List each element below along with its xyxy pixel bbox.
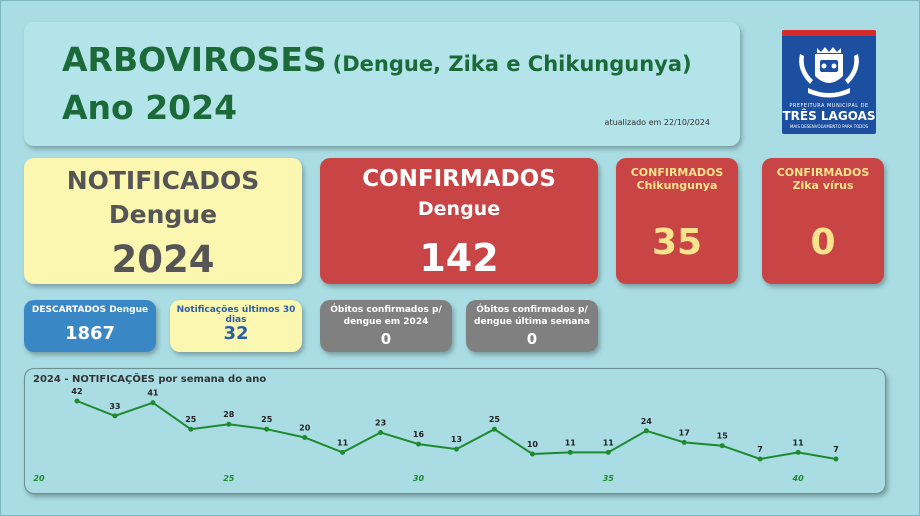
data-point — [454, 446, 459, 452]
data-point — [681, 439, 687, 445]
x-tick-label: 35 — [603, 474, 615, 483]
obitos-semana-label: Óbitos confirmados p/dengue última seman… — [466, 304, 598, 328]
updated-timestamp: atualizado em 22/10/2024 — [604, 118, 710, 127]
data-label: 33 — [109, 402, 120, 411]
confirmados-title: CONFIRMADOS — [362, 166, 556, 192]
obitos2024-label-line1: Óbitos confirmados p/ — [330, 305, 442, 315]
data-label: 42 — [71, 387, 82, 396]
year-heading: Ano 2024 — [62, 88, 238, 127]
obitos2024-label-line2: dengue em 2024 — [343, 317, 429, 327]
data-label: 41 — [147, 389, 159, 398]
notif30-value: 32 — [223, 323, 249, 344]
confirmados-value: 142 — [419, 236, 499, 280]
card-notificacoes-30-dias: Notificações últimos 30 dias 32 — [170, 300, 302, 352]
crest-icon — [799, 47, 859, 98]
data-point — [605, 449, 611, 455]
data-label: 7 — [833, 445, 839, 454]
zika-subtitle: Zika vírus — [792, 179, 854, 192]
x-tick-label: 20 — [33, 474, 45, 483]
chart-title: 2024 - NOTIFICAÇÕES por semana do ano — [33, 374, 267, 385]
data-point — [150, 400, 156, 406]
data-point — [416, 441, 421, 447]
data-label: 7 — [757, 445, 763, 454]
card-notificados: NOTIFICADOS Dengue 2024 — [24, 158, 302, 284]
notif30-label: Notificações últimos 30 dias — [176, 305, 296, 325]
descartados-label: DESCARTADOS Dengue — [31, 305, 149, 315]
chikungunya-value: 35 — [651, 222, 703, 263]
data-point — [226, 421, 232, 427]
data-label: 28 — [223, 410, 235, 419]
notificados-title: NOTIFICADOS — [66, 166, 260, 195]
data-point — [378, 430, 384, 435]
data-point — [757, 456, 763, 462]
data-point — [833, 456, 839, 462]
obitos-semana-label-line2: dengue última semana — [474, 317, 590, 327]
title-main: ARBOVIROSES — [62, 40, 327, 79]
data-point — [795, 449, 801, 455]
data-label: 13 — [451, 435, 462, 444]
logo-red-stripe — [782, 30, 876, 36]
data-point — [112, 413, 118, 419]
data-label: 24 — [641, 417, 653, 426]
card-obitos-ultima-semana: Óbitos confirmados p/dengue última seman… — [466, 300, 598, 352]
header-card: ARBOVIROSES (Dengue, Zika e Chikungunya) … — [24, 22, 740, 146]
chikungunya-title: CONFIRMADOS — [630, 166, 724, 179]
data-point — [529, 451, 535, 457]
data-point — [643, 428, 649, 434]
data-point — [491, 426, 497, 432]
data-label: 15 — [717, 432, 729, 441]
descartados-value: 1867 — [64, 323, 116, 344]
data-point — [74, 398, 80, 404]
data-label: 11 — [565, 438, 577, 447]
page-title: ARBOVIROSES (Dengue, Zika e Chikungunya) — [62, 40, 692, 79]
card-confirmados-chikungunya: CONFIRMADOS Chikungunya 35 — [616, 158, 738, 284]
notificados-subtitle: Dengue — [108, 200, 218, 229]
x-tick-label: 25 — [223, 474, 235, 483]
data-label: 10 — [527, 440, 539, 449]
notificados-value: 2024 — [111, 238, 215, 281]
data-point — [340, 449, 346, 455]
logo-line1: PREFEITURA MUNICIPAL DE — [789, 103, 869, 109]
logo-line3: MAIS DESENVOLVIMENTO PARA TODOS — [789, 124, 869, 129]
data-label: 25 — [489, 415, 501, 424]
card-confirmados-zika: CONFIRMADOS Zika vírus 0 — [762, 158, 884, 284]
data-label: 17 — [679, 428, 690, 437]
data-label: 11 — [603, 438, 615, 447]
logo-line2: TRÊS LAGOAS — [782, 109, 876, 123]
data-point — [302, 435, 308, 440]
data-point — [567, 449, 573, 455]
city-logo: PREFEITURA MUNICIPAL DE TRÊS LAGOAS MAIS… — [782, 30, 876, 134]
card-confirmados-dengue: CONFIRMADOS Dengue 142 — [320, 158, 598, 284]
x-tick-label: 40 — [792, 474, 805, 483]
obitos-semana-label-line1: Óbitos confirmados p/ — [476, 305, 588, 315]
zika-value: 0 — [810, 222, 836, 263]
obitos2024-value: 0 — [380, 330, 392, 348]
card-obitos-2024: Óbitos confirmados p/dengue em 2024 0 — [320, 300, 452, 352]
chikungunya-subtitle: Chikungunya — [636, 179, 718, 192]
obitos2024-label: Óbitos confirmados p/dengue em 2024 — [320, 304, 452, 328]
data-label: 11 — [337, 438, 349, 447]
data-point — [264, 426, 270, 432]
data-label: 23 — [375, 419, 386, 428]
zika-title: CONFIRMADOS — [776, 166, 870, 179]
data-label: 16 — [413, 430, 425, 439]
data-label: 11 — [793, 438, 805, 447]
data-label: 25 — [261, 415, 273, 424]
chart-plot: 42 33 41 25 28 25 20 11 23 16 13 25 10 11 11 24 17 15 7 11 7… — [33, 387, 839, 483]
confirmados-subtitle: Dengue — [417, 198, 501, 220]
data-point — [188, 426, 194, 432]
weekly-notifications-chart: 2024 - NOTIFICAÇÕES por semana do ano 42… — [24, 368, 886, 494]
card-descartados: DESCARTADOS Dengue 1867 — [24, 300, 156, 352]
obitos-semana-value: 0 — [526, 330, 538, 348]
data-label: 25 — [185, 415, 197, 424]
x-tick-label: 30 — [413, 474, 425, 483]
data-point — [719, 443, 725, 449]
data-label: 20 — [299, 424, 311, 433]
title-sub: (Dengue, Zika e Chikungunya) — [332, 52, 692, 76]
